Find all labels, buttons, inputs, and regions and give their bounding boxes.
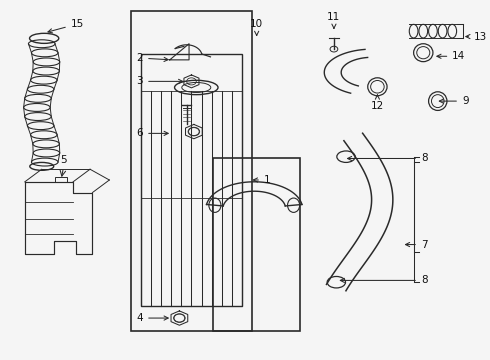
Bar xyxy=(55,177,67,182)
Text: 1: 1 xyxy=(253,175,270,185)
Text: 6: 6 xyxy=(137,129,168,138)
Text: 11: 11 xyxy=(327,12,341,28)
Text: 2: 2 xyxy=(137,53,168,63)
Text: 14: 14 xyxy=(437,51,465,61)
Text: 3: 3 xyxy=(137,76,183,86)
Bar xyxy=(141,54,242,306)
Bar xyxy=(213,158,300,330)
Text: 4: 4 xyxy=(137,313,168,323)
Text: 12: 12 xyxy=(371,95,384,112)
Text: 7: 7 xyxy=(406,239,427,249)
Text: 8: 8 xyxy=(340,275,427,285)
Text: 8: 8 xyxy=(347,153,427,163)
Text: 9: 9 xyxy=(440,96,468,106)
Text: 15: 15 xyxy=(48,19,84,33)
Text: 10: 10 xyxy=(250,19,263,35)
Bar xyxy=(131,12,252,330)
Text: 5: 5 xyxy=(60,155,67,165)
Text: 13: 13 xyxy=(466,32,487,41)
